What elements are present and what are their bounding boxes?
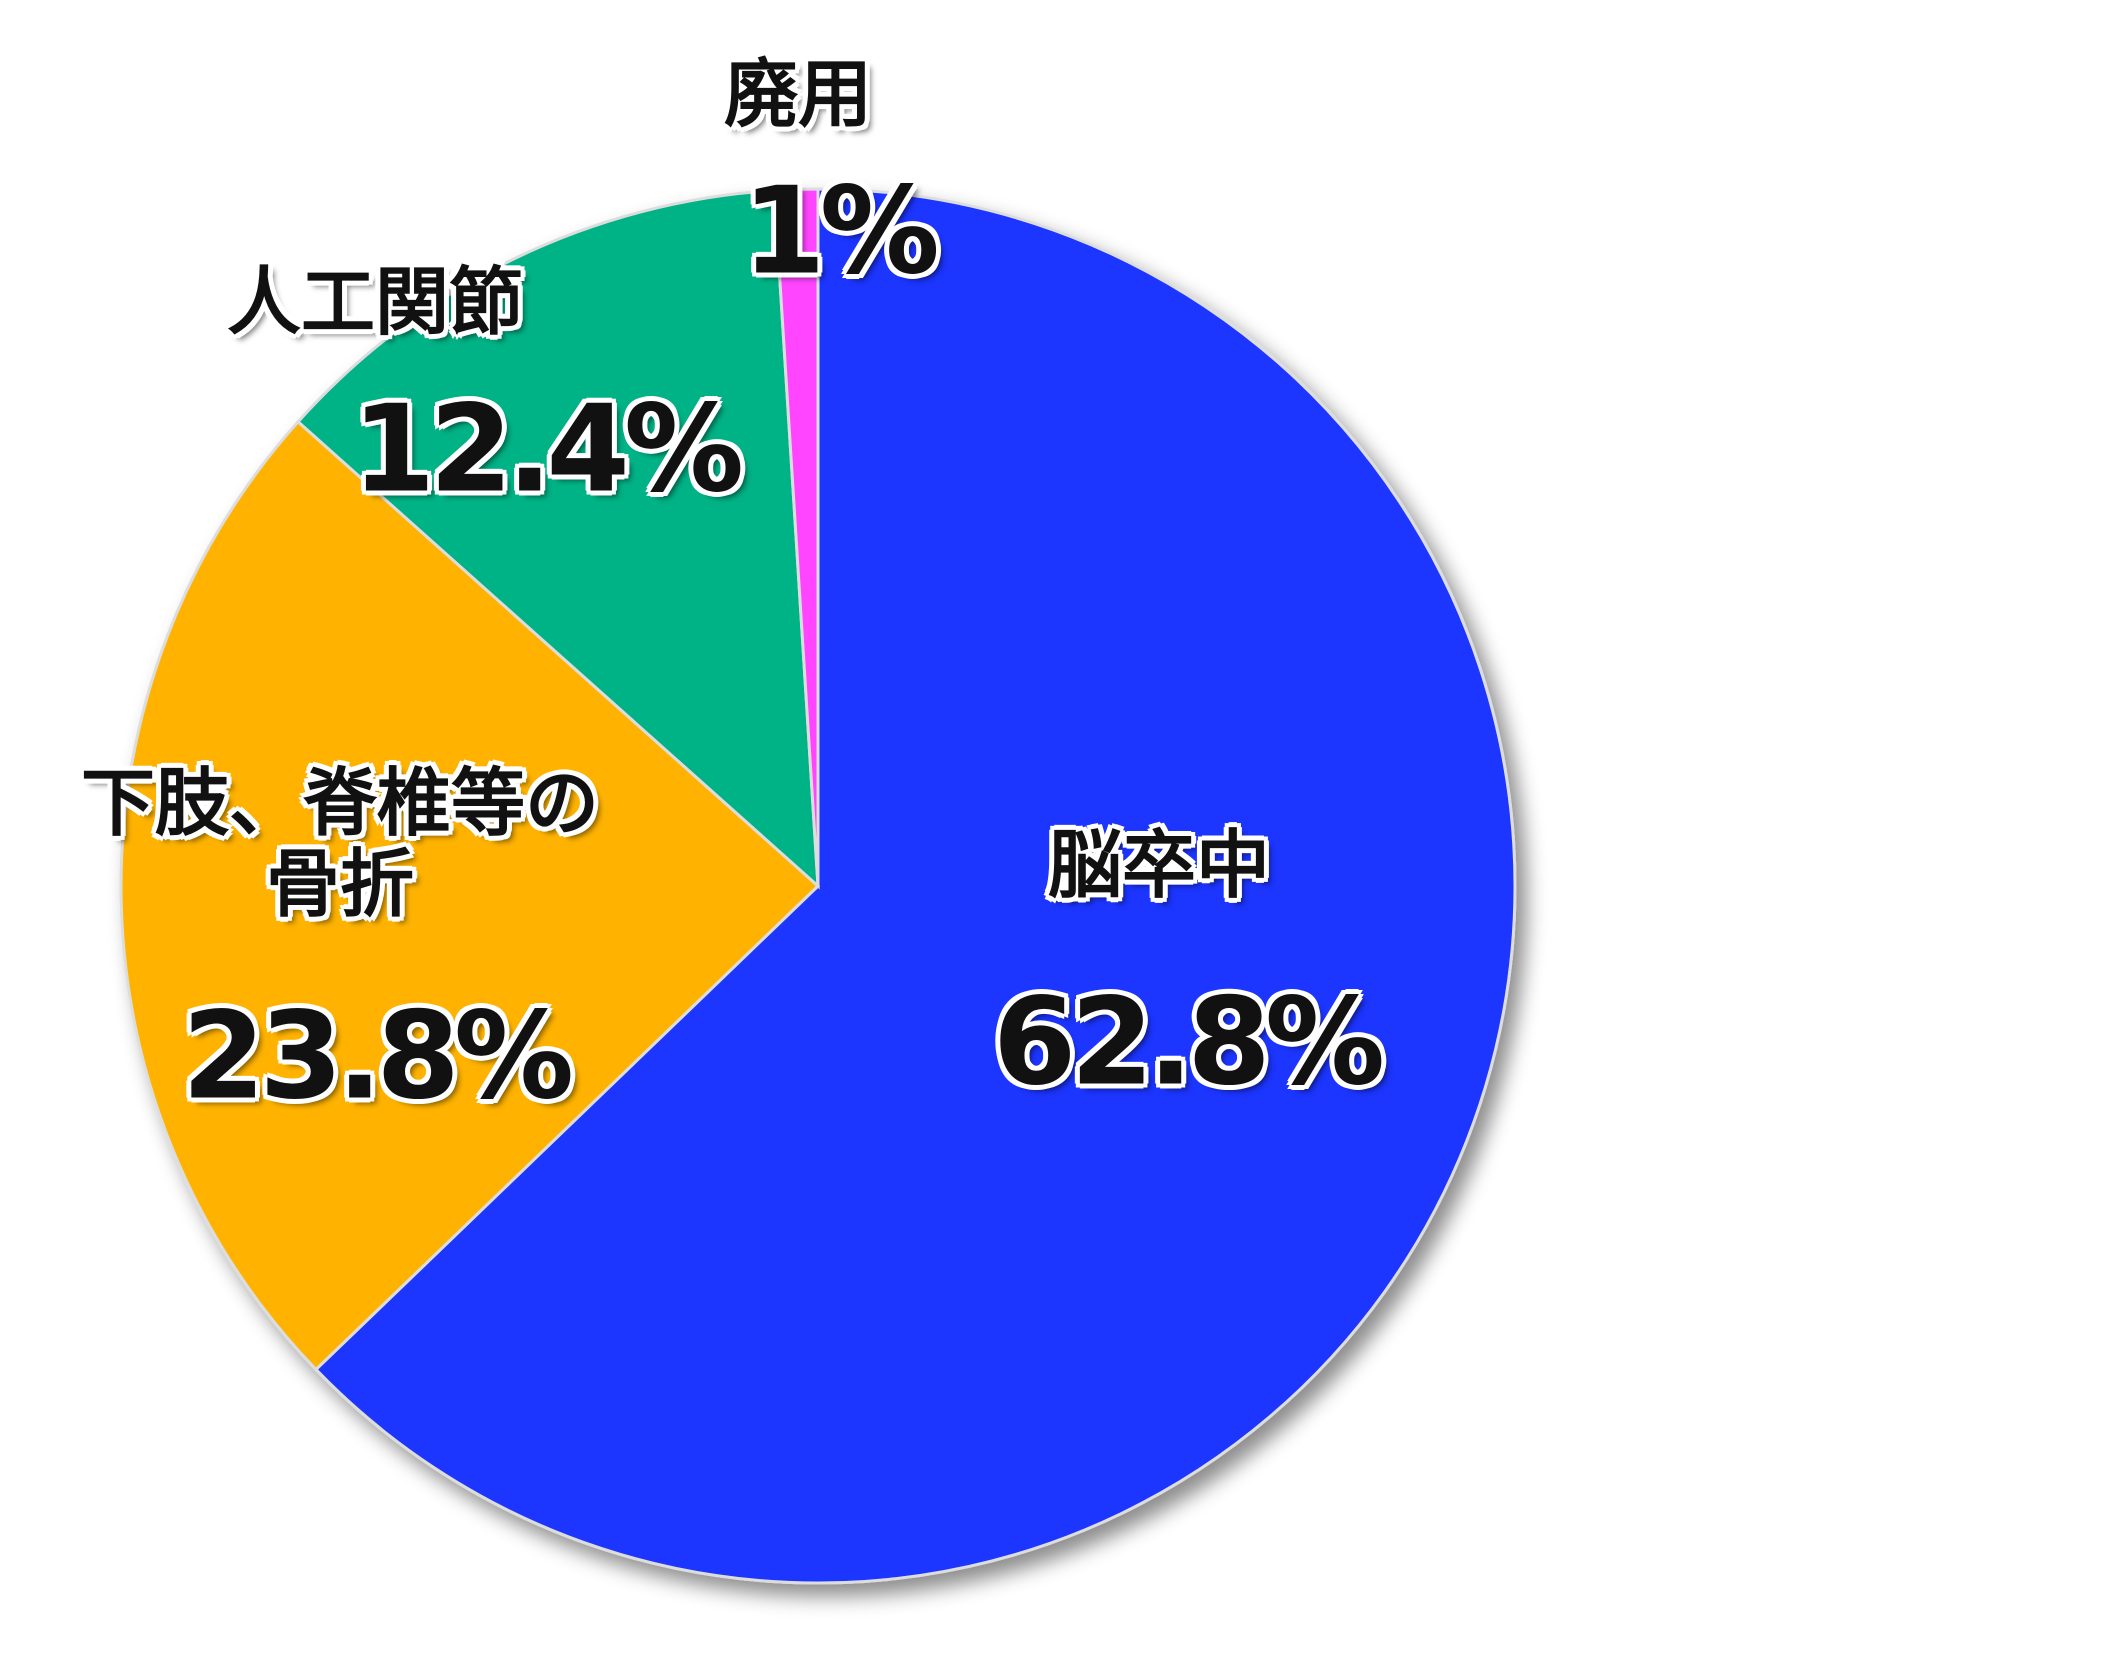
slice-label: 人工関節 xyxy=(227,259,523,346)
slice-label: 下肢、脊椎等の 骨折 xyxy=(81,760,599,928)
pie xyxy=(119,187,1517,1585)
pie-slice xyxy=(295,188,820,890)
value-label: 23.8% xyxy=(181,987,574,1127)
pie-slice xyxy=(119,419,821,1372)
slice-label: 脳卒中 xyxy=(1048,822,1270,909)
value-label: 12.4% xyxy=(351,380,744,520)
value-label: 1% xyxy=(742,162,940,302)
pie-slice xyxy=(313,187,1517,1585)
slice-label: 廃用 xyxy=(724,51,872,138)
pie-slice xyxy=(772,187,820,887)
value-label: 62.8% xyxy=(992,973,1385,1113)
